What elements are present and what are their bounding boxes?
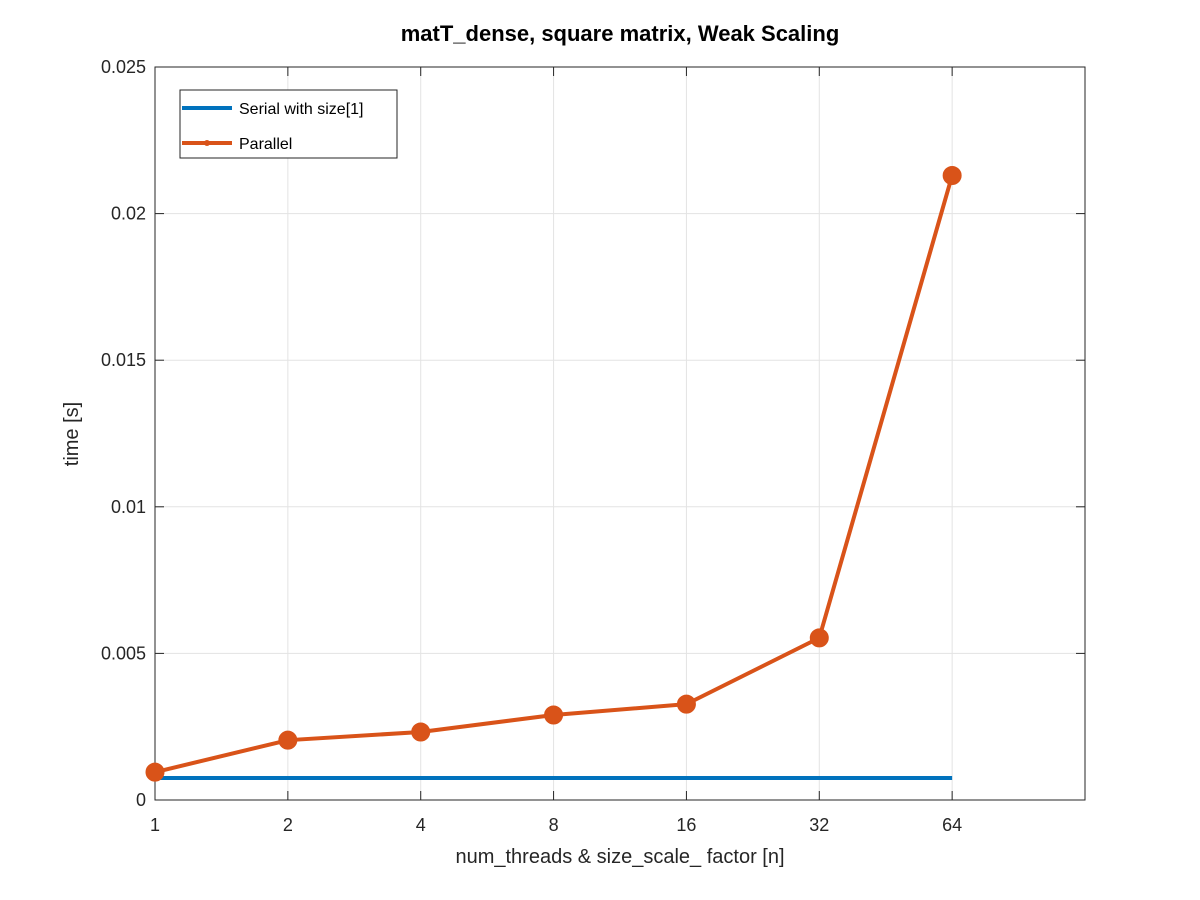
data-point (278, 730, 298, 750)
legend: Serial with size[1] Parallel (179, 89, 398, 159)
x-tick-label: 2 (283, 815, 293, 835)
data-point (942, 165, 962, 185)
y-tick-label: 0.01 (111, 497, 146, 517)
legend-label-0: Serial with size[1] (239, 101, 364, 118)
x-tick-label: 16 (676, 815, 696, 835)
y-tick-label: 0.015 (101, 350, 146, 370)
y-tick-label: 0 (136, 790, 146, 810)
y-axis-label: time [s] (61, 402, 83, 466)
y-tick-label: 0.025 (101, 57, 146, 77)
data-point (676, 694, 696, 714)
series-layer (145, 165, 962, 782)
legend-marker-1 (204, 140, 210, 146)
x-tick-label: 32 (809, 815, 829, 835)
plot-area-frame (154, 66, 1086, 801)
data-point (411, 722, 431, 742)
x-tick-label: 4 (416, 815, 426, 835)
y-tick-label: 0.005 (101, 643, 146, 663)
data-point (544, 705, 564, 725)
legend-label-1: Parallel (239, 136, 292, 153)
x-tick-label: 1 (150, 815, 160, 835)
legend-box (179, 89, 398, 159)
x-tick-label: 64 (942, 815, 962, 835)
data-point (809, 628, 829, 648)
axes (154, 66, 1086, 801)
x-tick-label: 8 (549, 815, 559, 835)
x-axis-ticks: 1 2 4 8 16 32 64 (150, 67, 962, 835)
data-point (145, 762, 165, 782)
series-1 (145, 165, 962, 782)
y-axis-ticks: 0 0.005 0.01 0.015 0.02 0.025 (101, 57, 1085, 810)
x-axis-label: num_threads & size_scale_ factor [n] (455, 846, 784, 868)
y-tick-label: 0.02 (111, 204, 146, 224)
chart-title: matT_dense, square matrix, Weak Scaling (401, 21, 840, 46)
